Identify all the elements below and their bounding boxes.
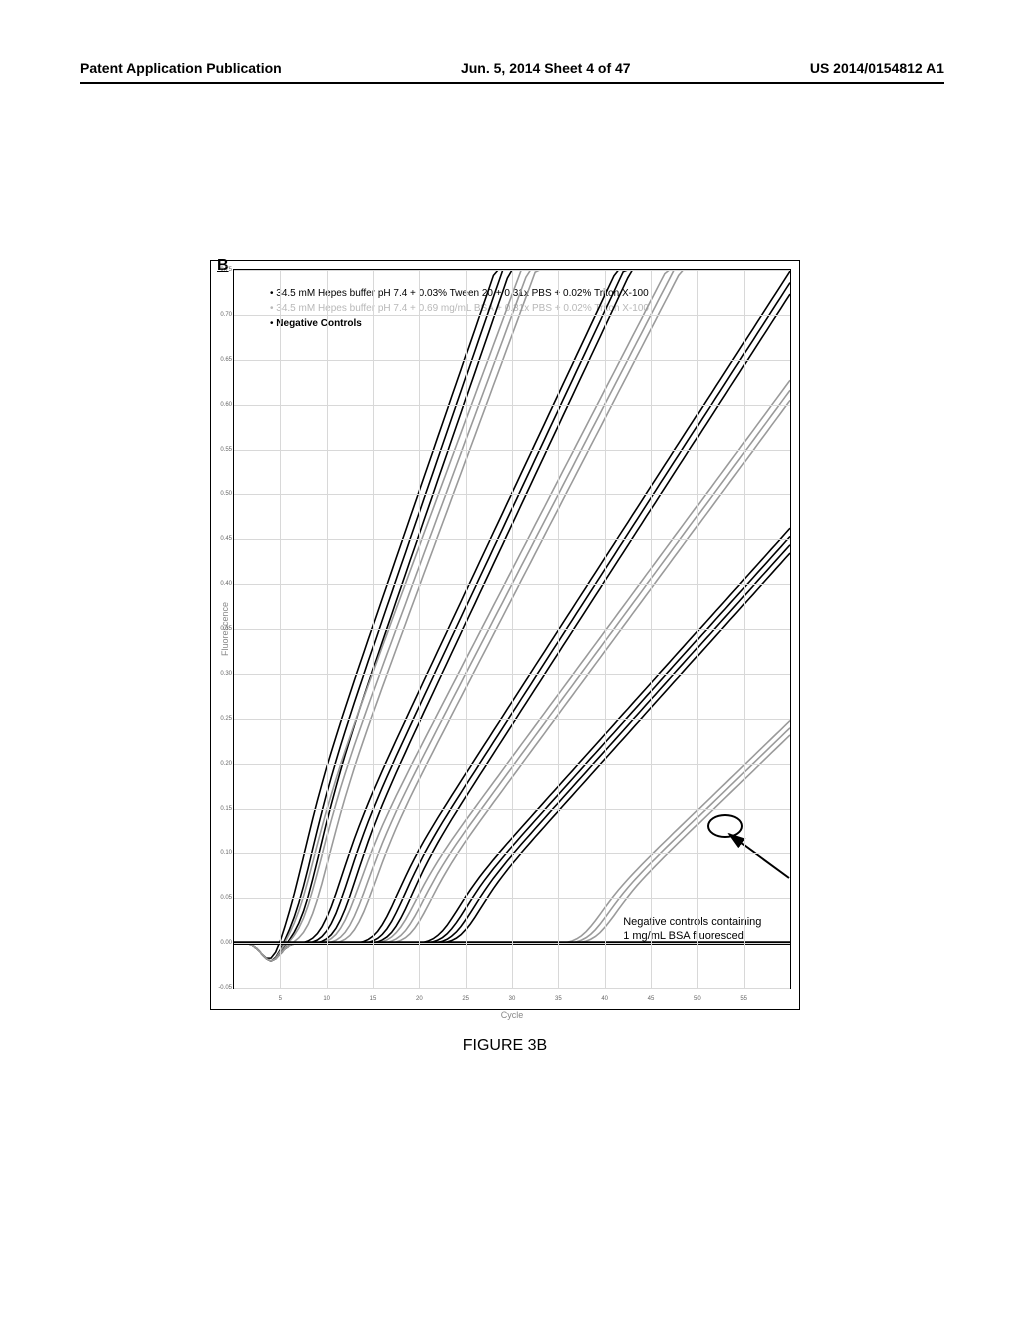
x-tick-label: 40	[601, 996, 608, 1002]
x-tick-label: 55	[740, 996, 747, 1002]
x-tick-label: 20	[416, 996, 423, 1002]
y-tick-label: 0.35	[212, 626, 232, 632]
x-tick-label: 10	[323, 996, 330, 1002]
y-tick-label: 0.75	[212, 267, 232, 273]
y-tick-label: 0.70	[212, 312, 232, 318]
gridline-horizontal	[234, 674, 790, 675]
gridline-horizontal	[234, 764, 790, 765]
y-tick-label: 0.25	[212, 716, 232, 722]
y-tick-label: 0.15	[212, 806, 232, 812]
gridline-horizontal	[234, 809, 790, 810]
gridline-horizontal	[234, 584, 790, 585]
x-tick-label: 30	[509, 996, 516, 1002]
plot-area: Fluorescence Cycle • 34.5 mM Hepes buffe…	[233, 269, 791, 989]
y-tick-label: 0.55	[212, 447, 232, 453]
header-left: Patent Application Publication	[80, 60, 282, 76]
y-tick-label: 0.45	[212, 536, 232, 542]
header-center: Jun. 5, 2014 Sheet 4 of 47	[461, 60, 631, 76]
gridline-horizontal	[234, 450, 790, 451]
y-tick-label: 0.30	[212, 671, 232, 677]
gridline-horizontal	[234, 853, 790, 854]
x-tick-label: 45	[648, 996, 655, 1002]
callout-label: Negative controls containing 1 mg/mL BSA…	[623, 916, 761, 944]
header-right: US 2014/0154812 A1	[810, 60, 944, 76]
x-tick-label: 50	[694, 996, 701, 1002]
gridline-horizontal	[234, 270, 790, 271]
gridline-horizontal	[234, 719, 790, 720]
callout-line: 1 mg/mL BSA fluoresced	[623, 930, 744, 942]
gridline-horizontal	[234, 988, 790, 989]
gridline-horizontal	[234, 494, 790, 495]
y-tick-label: 0.50	[212, 491, 232, 497]
x-tick-label: 35	[555, 996, 562, 1002]
y-tick-label: 0.20	[212, 761, 232, 767]
y-tick-label: 0.10	[212, 850, 232, 856]
gridline-horizontal	[234, 943, 790, 944]
y-tick-label: 0.60	[212, 402, 232, 408]
gridline-horizontal	[234, 360, 790, 361]
figure-caption: FIGURE 3B	[463, 1037, 547, 1055]
y-tick-label: 0.40	[212, 581, 232, 587]
chart-container: B Fluorescence Cycle • 34.5 mM Hepes buf…	[210, 260, 800, 1010]
gridline-horizontal	[234, 629, 790, 630]
y-tick-label: -0.05	[212, 985, 232, 991]
callout-arrow-icon	[719, 828, 819, 888]
gridline-horizontal	[234, 405, 790, 406]
gridline-horizontal	[234, 898, 790, 899]
gridline-horizontal	[234, 539, 790, 540]
y-tick-label: 0.00	[212, 940, 232, 946]
x-tick-label: 25	[462, 996, 469, 1002]
gridline-horizontal	[234, 315, 790, 316]
page-header: Patent Application Publication Jun. 5, 2…	[80, 60, 944, 84]
y-tick-label: 0.05	[212, 895, 232, 901]
y-tick-label: 0.65	[212, 357, 232, 363]
x-axis-label: Cycle	[501, 1010, 524, 1020]
x-tick-label: 5	[279, 996, 282, 1002]
callout-line: Negative controls containing	[623, 916, 761, 928]
x-tick-label: 15	[370, 996, 377, 1002]
